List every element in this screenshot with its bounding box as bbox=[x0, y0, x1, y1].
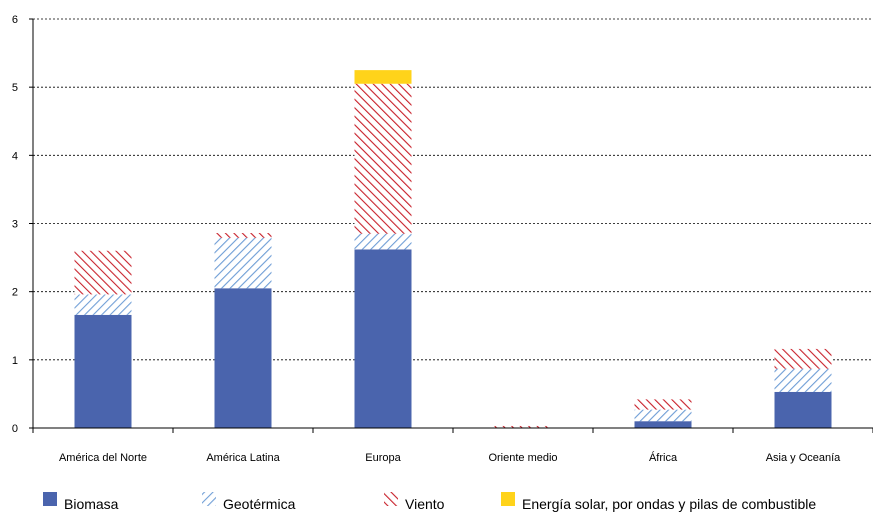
y-tick-label-5: 5 bbox=[12, 82, 18, 94]
y-tick-labels: 0 1 2 3 4 5 6 bbox=[12, 14, 18, 435]
x-tick-label-america-latina: América Latina bbox=[206, 452, 280, 464]
legend: Biomasa Geotérmica Viento Energía solar, po… bbox=[43, 492, 816, 512]
legend-item-viento: Viento bbox=[384, 492, 445, 512]
bar-america-latina-biomasa bbox=[214, 288, 272, 428]
x-tick-label-europa: Europa bbox=[365, 452, 401, 464]
bar-europa-geotermica bbox=[354, 233, 412, 250]
x-tick-labels: América del Norte América Latina Europa Ori… bbox=[59, 451, 841, 464]
bar-asia-y-oceania-biomasa bbox=[774, 391, 832, 428]
legend-item-energia-solar-por-ondas-y-pilas-de-combustible: Energía solar, por ondas y pilas de comb… bbox=[501, 492, 816, 512]
x-tick-label-america-del-norte: América del Norte bbox=[59, 452, 147, 464]
bar-oriente-medio-viento bbox=[494, 425, 552, 428]
legend-label-energia-solar-por-ondas-y-pilas-de-combustible: Energía solar, por ondas y pilas de comb… bbox=[522, 496, 816, 512]
legend-item-geotermica: Geotérmica bbox=[202, 492, 296, 512]
bar-europa-energia-solar-por-ondas-y-pilas-de-combustible bbox=[354, 70, 412, 84]
x-tick-label-oriente-medio: Oriente medio bbox=[488, 452, 557, 464]
y-tick-label-6: 6 bbox=[12, 14, 18, 26]
y-tick-label-0: 0 bbox=[12, 423, 18, 435]
bar-america-del-norte-viento bbox=[74, 250, 132, 295]
bar-america-latina-viento bbox=[214, 233, 272, 238]
bar-asia-y-oceania-viento bbox=[774, 348, 832, 369]
legend-label-viento: Viento bbox=[405, 496, 445, 512]
bar-africa-viento bbox=[634, 399, 692, 410]
bars bbox=[74, 70, 832, 428]
legend-swatch-biomasa bbox=[43, 492, 57, 506]
bar-europa-biomasa bbox=[354, 249, 412, 428]
gridlines bbox=[33, 18, 873, 361]
bar-africa-biomasa bbox=[634, 421, 692, 428]
legend-swatch-energia-solar-por-ondas-y-pilas-de-combustible bbox=[501, 492, 515, 506]
legend-swatch-viento bbox=[384, 492, 398, 506]
bar-america-del-norte-biomasa bbox=[74, 314, 132, 428]
bar-america-latina-geotermica bbox=[214, 237, 272, 289]
legend-label-geotermica: Geotérmica bbox=[223, 496, 296, 512]
y-tick-label-1: 1 bbox=[12, 355, 18, 367]
legend-label-biomasa: Biomasa bbox=[64, 496, 119, 512]
x-tick-label-asia-y-oceania: Asia y Oceanía bbox=[766, 452, 841, 464]
bar-europa-viento bbox=[354, 83, 412, 234]
bar-africa-geotermica bbox=[634, 409, 692, 422]
x-tick-label-africa: África bbox=[649, 451, 678, 464]
y-tick-label-4: 4 bbox=[12, 150, 18, 162]
y-tick-label-2: 2 bbox=[12, 287, 18, 299]
legend-item-biomasa: Biomasa bbox=[43, 492, 119, 512]
y-tick-label-3: 3 bbox=[12, 219, 18, 231]
bar-asia-y-oceania-geotermica bbox=[774, 368, 832, 392]
bar-america-del-norte-geotermica bbox=[74, 294, 132, 315]
legend-swatch-geotermica bbox=[202, 492, 216, 506]
axes bbox=[29, 18, 873, 433]
